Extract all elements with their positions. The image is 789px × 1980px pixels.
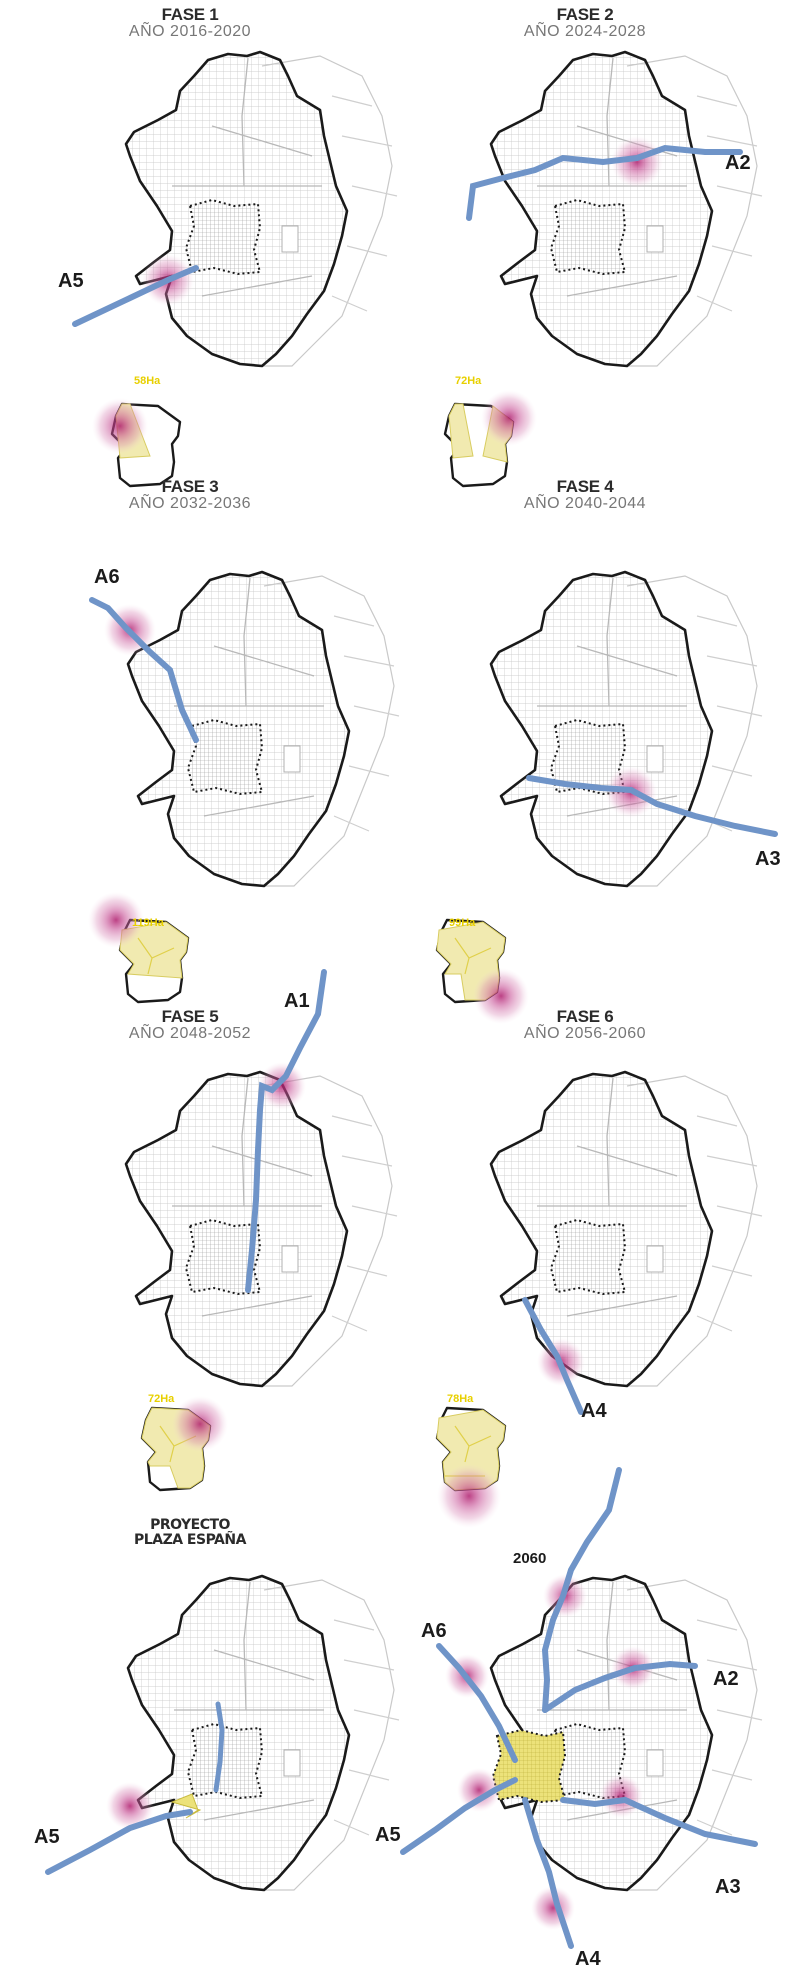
phase-4-panel: FASE 4 AÑO 2040-2044 99Ha A3: [395, 470, 781, 1024]
phase-title: FASE 3: [161, 477, 219, 496]
phase-title: FASE 1: [161, 5, 219, 24]
phase-title: FASE 2: [556, 5, 614, 24]
area-label: 78Ha: [447, 1393, 474, 1405]
axis-label-a2: A2: [713, 1668, 739, 1690]
axis-label-a6: A6: [421, 1620, 447, 1642]
axis-label-a4: A4: [575, 1948, 601, 1970]
phase-years: AÑO 2048-2052: [128, 1024, 252, 1042]
axis-label-a3: A3: [715, 1876, 741, 1898]
phase-1-panel: FASE 1 AÑO 2016-2020 58Ha A5: [0, 0, 399, 488]
phase-4-title: FASE 4 AÑO 2040-2044: [395, 478, 775, 513]
area-label: 58Ha: [134, 375, 161, 387]
project-panel: PROYECTO PLAZA ESPAÑA A5: [0, 1500, 401, 1980]
phase-3-panel: FASE 3 AÑO 2032-2036 119Ha A6: [0, 470, 401, 1004]
phase-5-title: FASE 5 AÑO 2048-2052: [0, 1008, 380, 1043]
project-title: PROYECTO PLAZA ESPAÑA: [0, 1518, 380, 1547]
area-label: 72Ha: [455, 375, 482, 387]
phase-title: FASE 5: [161, 1007, 219, 1026]
phase-5-panel: FASE 5 AÑO 2048-2052 72Ha A1: [0, 969, 399, 1492]
project-title-line2: PLAZA ESPAÑA: [134, 1531, 246, 1548]
phase-years: AÑO 2024-2028: [523, 22, 647, 40]
phase-title: FASE 4: [556, 477, 614, 496]
axis-label-a5: A5: [375, 1824, 401, 1846]
axis-label: A6: [94, 566, 120, 588]
final-2060-panel: 2060 A6 A2 A5 A3 A4: [375, 1467, 775, 1980]
phase-years: AÑO 2016-2020: [128, 22, 252, 40]
area-label: 119Ha: [132, 917, 165, 929]
phase-1-map: 58Ha: [72, 50, 399, 488]
phase-3-title: FASE 3 AÑO 2032-2036: [0, 478, 380, 513]
phase-2-map: 72Ha: [443, 50, 764, 488]
area-label: 72Ha: [148, 1393, 175, 1405]
final-2060-map: [400, 1467, 764, 1949]
phase-title: FASE 6: [556, 1007, 614, 1026]
final-year: 2060: [513, 1550, 547, 1567]
phase-years: AÑO 2056-2060: [523, 1024, 647, 1042]
project-map: [45, 1574, 401, 1892]
phase-4-map: 99Ha: [435, 570, 778, 1024]
axis-label: A3: [755, 848, 781, 870]
area-label: 99Ha: [449, 917, 476, 929]
axis-label: A4: [581, 1400, 607, 1422]
phase-6-map: 78Ha: [435, 1070, 764, 1528]
phase-2-title: FASE 2 AÑO 2024-2028: [395, 6, 775, 41]
phase-2-panel: FASE 2 AÑO 2024-2028 72Ha A2: [395, 0, 775, 488]
project-title-line1: PROYECTO: [150, 1517, 230, 1533]
phase-1-title: FASE 1 AÑO 2016-2020: [0, 6, 380, 41]
phase-6-title: FASE 6 AÑO 2056-2060: [395, 1008, 775, 1043]
phase-years: AÑO 2032-2036: [128, 494, 252, 512]
axis-label: A5: [58, 270, 84, 292]
phase-years: AÑO 2040-2044: [523, 494, 647, 512]
phase-5-map: 72Ha: [124, 969, 399, 1492]
axis-label: A2: [725, 152, 751, 174]
axis-label: A5: [34, 1826, 60, 1848]
axis-label: A1: [284, 990, 310, 1012]
phase-3-map: 119Ha: [88, 570, 401, 1004]
phase-6-panel: FASE 6 AÑO 2056-2060 78Ha A4: [395, 1000, 775, 1528]
